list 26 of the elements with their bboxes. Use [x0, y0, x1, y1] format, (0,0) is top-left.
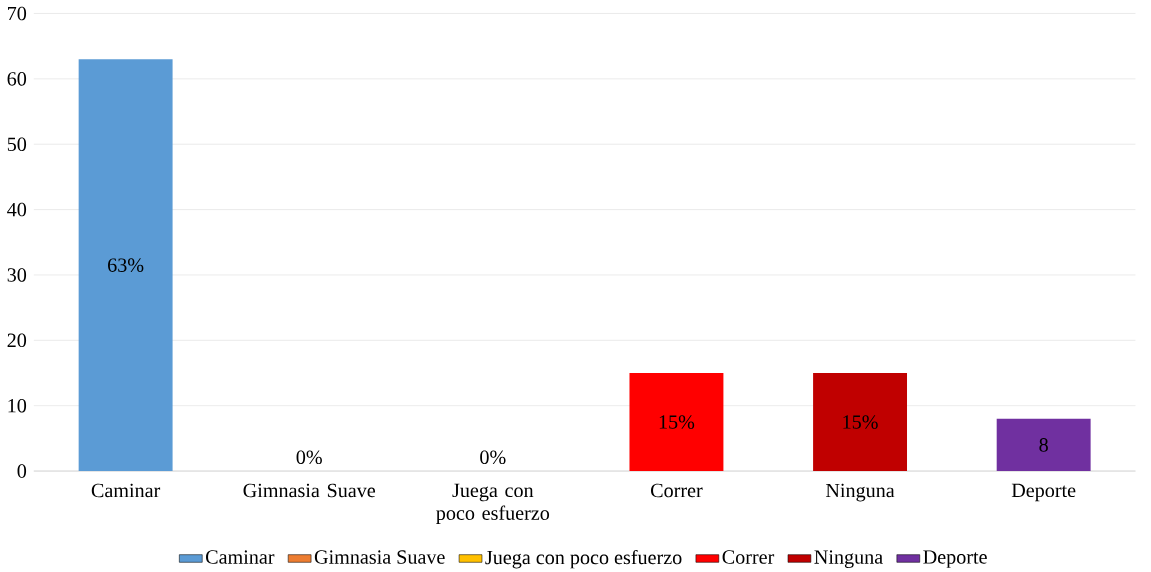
- y-tick-label: 50: [7, 137, 27, 151]
- x-tick-label: Juega con poco esfuerzo: [436, 483, 550, 524]
- y-tick-label: 40: [7, 202, 27, 217]
- legend-label: Gimnasia Suave: [314, 550, 445, 564]
- legend-label: Correr: [722, 550, 775, 564]
- legend-label: Ninguna: [814, 550, 883, 568]
- data-label: 0%: [480, 450, 506, 464]
- legend-label: Deporte: [923, 550, 987, 568]
- y-tick-label: 20: [7, 333, 27, 347]
- legend-label: Caminar: [206, 550, 275, 564]
- y-tick-label: 0: [17, 464, 27, 478]
- data-label: 8: [1039, 437, 1048, 452]
- y-tick-label: 70: [8, 6, 27, 21]
- y-tick-label: 10: [8, 398, 27, 413]
- data-label: 15%: [659, 414, 695, 429]
- x-tick-label: Deporte: [1011, 483, 1076, 502]
- x-tick-label: Gimnasia Suave: [243, 483, 376, 498]
- x-tick-label: Caminar: [91, 483, 161, 498]
- data-label: 63%: [108, 258, 144, 272]
- x-tick-label: Ninguna: [825, 483, 895, 502]
- y-tick-label: 60: [7, 71, 27, 86]
- data-label: 0%: [296, 450, 322, 464]
- y-tick-label: 30: [7, 267, 27, 282]
- data-label: 15%: [843, 414, 878, 429]
- legend-label: Juega con poco esfuerzo: [485, 549, 682, 569]
- x-tick-label: Correr: [651, 483, 703, 498]
